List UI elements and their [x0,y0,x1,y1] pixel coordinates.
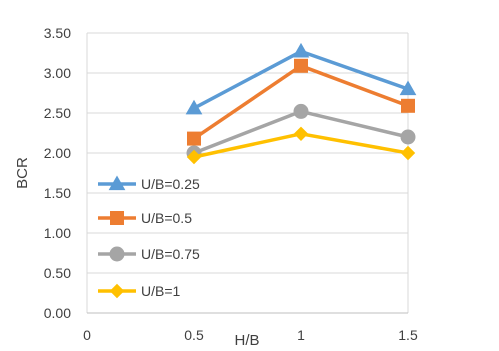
y-axis-label: BCR [14,157,31,189]
legend-item: U/B=0.75 [98,246,200,262]
x-tick-labels: 0 0.5 1 1.5 [83,327,418,343]
data-point [294,58,308,73]
x-tick-label: 1.5 [398,327,418,343]
legend-label: U/B=0.25 [141,176,200,192]
y-tick-label: 0.00 [44,305,71,321]
legend-marker [109,283,125,299]
data-point [293,103,309,119]
series-2 [187,58,415,146]
legend-label: U/B=0.5 [141,210,192,226]
data-point [185,99,203,115]
y-tick-labels: 0.00 0.50 1.00 1.50 2.00 2.50 3.00 3.50 [44,25,71,321]
x-tick-label: 0 [83,327,91,343]
y-tick-label: 2.00 [44,145,71,161]
y-tick-label: 2.50 [44,105,71,121]
y-tick-label: 3.00 [44,65,71,81]
data-point [401,98,415,113]
legend-item: U/B=1 [98,283,181,299]
x-tick-label: 0.5 [184,327,204,343]
y-tick-label: 3.50 [44,25,71,41]
y-tick-label: 1.50 [44,185,71,201]
legend-label: U/B=1 [141,283,181,299]
legend-item: U/B=0.5 [98,210,192,226]
data-point [400,145,416,161]
axes [86,33,409,314]
series-4 [186,126,416,165]
series-lines [185,42,417,165]
gridlines [87,32,408,274]
data-point [399,80,417,96]
legend-marker [109,246,125,262]
x-tick-label: 1 [297,327,305,343]
data-point [186,149,202,165]
data-point [400,129,416,145]
x-axis-label: H/B [234,332,259,349]
data-point [292,42,310,58]
legend-label: U/B=0.75 [141,246,200,262]
series-1 [185,42,417,115]
data-point [187,131,201,146]
legend-marker [110,211,124,225]
legend-marker [108,175,126,191]
y-tick-label: 0.50 [44,265,71,281]
legend-item: U/B=0.25 [98,175,200,192]
y-tick-label: 1.00 [44,225,71,241]
legend: U/B=0.25 U/B=0.5 U/B=0.75 U/B=1 [98,175,200,299]
data-point [293,126,309,142]
